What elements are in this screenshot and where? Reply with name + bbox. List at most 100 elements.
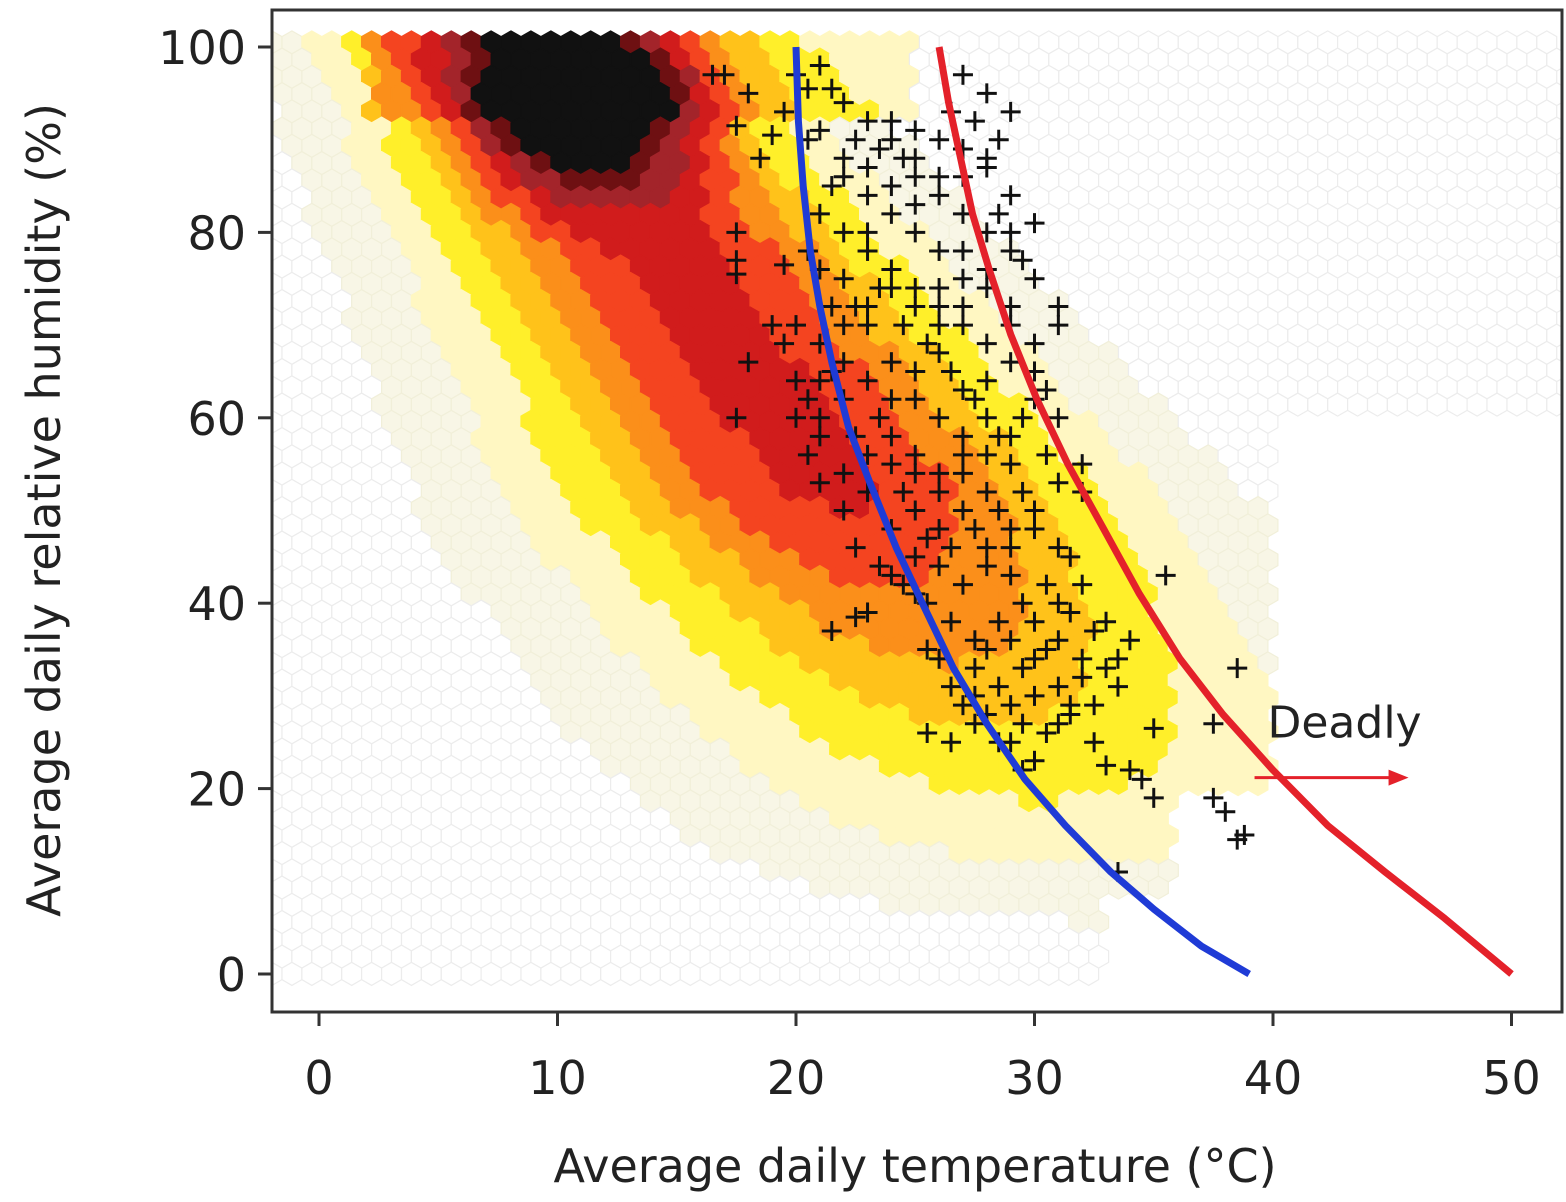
observation-point xyxy=(857,240,878,261)
observation-point xyxy=(1084,732,1105,753)
y-tick-label: 20 xyxy=(187,763,246,817)
threshold-curves xyxy=(792,46,1514,978)
observation-point xyxy=(929,129,950,150)
observation-point xyxy=(1036,639,1057,660)
x-tick-label: 10 xyxy=(528,1051,587,1105)
observation-point xyxy=(1107,676,1128,697)
observation-point xyxy=(1060,602,1081,623)
observation-point xyxy=(952,64,973,85)
observation-point xyxy=(726,222,747,243)
density-hexbin xyxy=(1327,392,1349,417)
observation-point xyxy=(1000,185,1021,206)
observation-point xyxy=(1012,593,1033,614)
observation-point xyxy=(929,166,950,187)
density-hexbin xyxy=(1466,392,1488,417)
density-hexbin xyxy=(1207,771,1229,797)
observation-point xyxy=(988,500,1009,521)
density-hexbin xyxy=(1386,392,1409,417)
density-hexbin xyxy=(580,961,602,987)
density-hexbin xyxy=(679,961,701,987)
observation-point xyxy=(941,676,962,697)
density-hexbin xyxy=(1247,771,1269,797)
deadly-arrowhead xyxy=(1388,769,1409,786)
density-hexbin xyxy=(1307,392,1329,417)
observation-point xyxy=(952,268,973,289)
observation-point xyxy=(988,611,1009,632)
observation-point xyxy=(821,296,842,317)
observation-point xyxy=(905,500,926,521)
observation-point xyxy=(1048,713,1069,734)
observation-point xyxy=(1024,519,1045,540)
observation-point xyxy=(917,528,938,549)
observation-point xyxy=(964,713,985,734)
observation-point xyxy=(1012,250,1033,271)
observation-point xyxy=(833,92,854,113)
density-hexbin xyxy=(1406,392,1428,417)
observation-point xyxy=(1036,574,1057,595)
density-hexbin xyxy=(281,961,303,987)
density-hexbin xyxy=(978,961,1000,987)
observation-point xyxy=(1024,750,1045,771)
observation-point xyxy=(988,426,1009,447)
observation-point xyxy=(976,83,997,104)
observation-point xyxy=(952,695,973,716)
observation-point xyxy=(905,546,926,567)
observation-point xyxy=(905,120,926,141)
observation-point xyxy=(857,296,878,317)
observation-point xyxy=(905,444,926,465)
observation-point xyxy=(833,463,854,484)
density-hexbin xyxy=(878,961,901,987)
observation-point xyxy=(988,129,1009,150)
observation-point xyxy=(976,370,997,391)
observation-point xyxy=(1119,630,1140,651)
observation-point xyxy=(1000,454,1021,475)
observation-point xyxy=(857,315,878,336)
observation-point xyxy=(797,389,818,410)
observation-point xyxy=(1203,713,1224,734)
observation-point xyxy=(1012,658,1033,679)
observation-point xyxy=(1096,611,1117,632)
observation-point xyxy=(845,129,866,150)
observation-point xyxy=(881,565,902,586)
x-tick-label: 40 xyxy=(1244,1051,1303,1105)
observation-point xyxy=(1072,667,1093,688)
observation-point xyxy=(929,463,950,484)
observation-point xyxy=(929,556,950,577)
observation-point xyxy=(881,454,902,475)
observation-point xyxy=(952,574,973,595)
y-tick-label: 60 xyxy=(187,392,246,446)
density-hexbin xyxy=(1147,875,1169,900)
observation-point xyxy=(857,222,878,243)
observation-point xyxy=(929,278,950,299)
y-axis: 0 20 40 60 80 100 xyxy=(158,21,272,1002)
observation-point xyxy=(774,101,795,122)
y-tick-label: 100 xyxy=(158,21,246,75)
observation-point xyxy=(976,481,997,502)
observation-point xyxy=(1084,695,1105,716)
observation-point xyxy=(952,315,973,336)
observation-point xyxy=(809,55,830,76)
observation-point xyxy=(941,361,962,382)
observation-point xyxy=(857,370,878,391)
observation-point xyxy=(952,444,973,465)
annotations: Deadly xyxy=(1254,698,1422,786)
observation-point xyxy=(1107,648,1128,669)
observation-point xyxy=(929,519,950,540)
observation-point xyxy=(905,278,926,299)
observation-point xyxy=(1000,352,1021,373)
density-hexbin xyxy=(719,961,741,987)
observation-point xyxy=(833,222,854,243)
observation-point xyxy=(964,630,985,651)
observation-point xyxy=(893,315,914,336)
observation-point xyxy=(941,537,962,558)
observation-point xyxy=(905,148,926,169)
observation-point xyxy=(1024,611,1045,632)
observation-point xyxy=(1024,333,1045,354)
observation-point xyxy=(881,129,902,150)
observation-point xyxy=(833,166,854,187)
observation-point xyxy=(738,352,759,373)
plot-frame xyxy=(270,8,1564,1014)
observation-point xyxy=(762,315,783,336)
